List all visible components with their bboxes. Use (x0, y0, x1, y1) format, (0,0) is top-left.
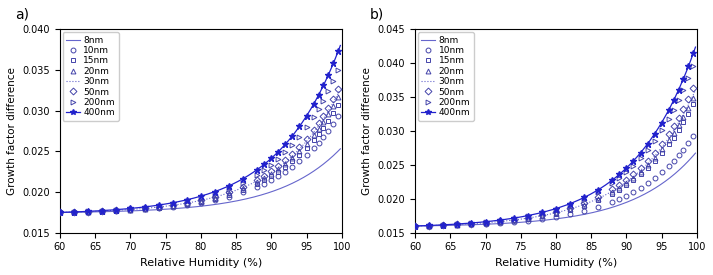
Legend: 8nm, 10nm, 15nm, 20nm, 30nm, 50nm, 200nm, 400nm: 8nm, 10nm, 15nm, 20nm, 30nm, 50nm, 200nm… (418, 32, 474, 121)
X-axis label: Relative Humidity (%): Relative Humidity (%) (140, 258, 262, 268)
Legend: 8nm, 10nm, 15nm, 20nm, 30nm, 50nm, 200nm, 400nm: 8nm, 10nm, 15nm, 20nm, 30nm, 50nm, 200nm… (63, 32, 118, 121)
Y-axis label: Growth factor difference: Growth factor difference (362, 67, 372, 195)
Y-axis label: Growth factor difference: Growth factor difference (7, 67, 17, 195)
X-axis label: Relative Humidity (%): Relative Humidity (%) (495, 258, 617, 268)
Text: a): a) (15, 7, 29, 21)
Text: b): b) (370, 7, 384, 21)
